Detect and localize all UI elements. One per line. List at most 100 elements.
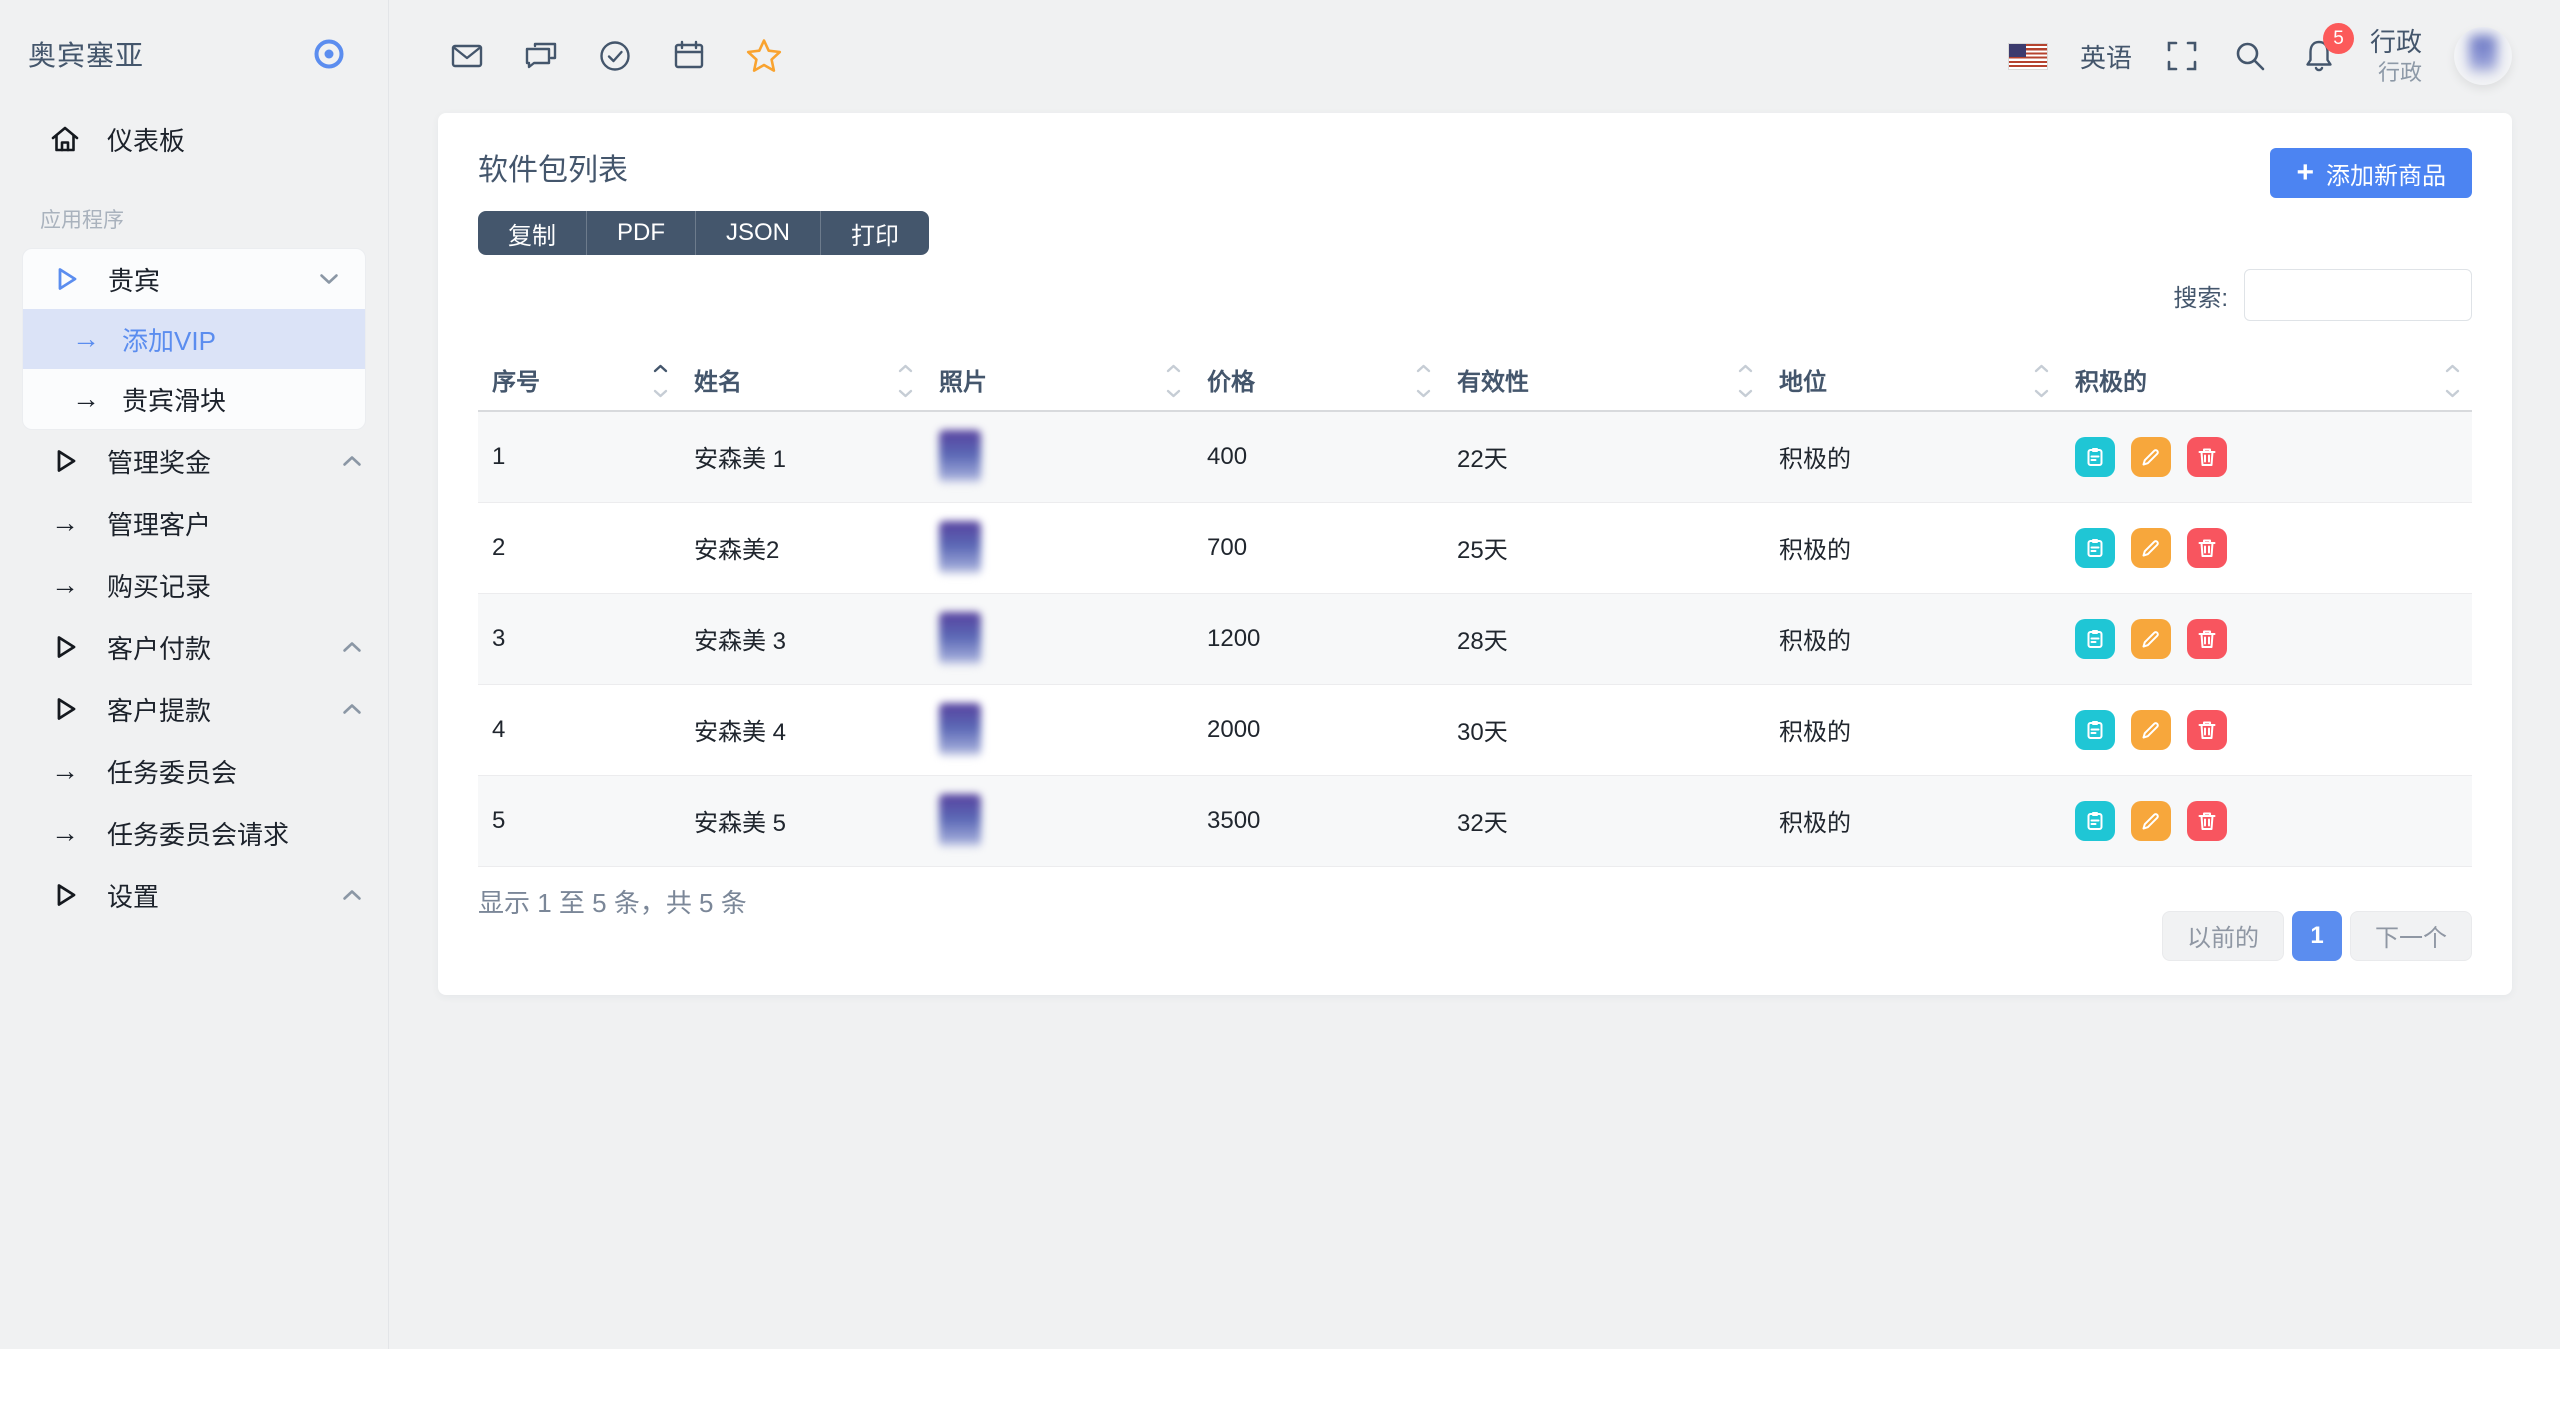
plus-icon: + bbox=[2296, 156, 2314, 189]
details-button[interactable] bbox=[2075, 618, 2115, 659]
avatar[interactable] bbox=[2454, 27, 2512, 85]
sidebar-item-customer-payments[interactable]: 客户付款 bbox=[0, 616, 388, 678]
delete-button[interactable] bbox=[2187, 800, 2227, 841]
sort-desc-icon bbox=[1416, 389, 1431, 398]
add-new-product-button[interactable]: + 添加新商品 bbox=[2270, 148, 2472, 198]
sidebar-item-dashboard[interactable]: 仪表板 bbox=[0, 108, 388, 170]
sidebar-item-label: 仪表板 bbox=[107, 125, 186, 156]
topbar: 英语 5 行政 行政 bbox=[389, 0, 2560, 112]
arrow-right-icon: → bbox=[51, 569, 79, 600]
calendar-icon[interactable] bbox=[670, 37, 708, 75]
column-header-price[interactable]: 价格 bbox=[1193, 349, 1443, 412]
package-photo bbox=[939, 520, 981, 575]
sidebar-item-manage-customers[interactable]: → 管理客户 bbox=[0, 492, 388, 554]
sidebar-item-label: 购买记录 bbox=[107, 571, 212, 602]
details-button[interactable] bbox=[2075, 527, 2115, 568]
delete-button[interactable] bbox=[2187, 618, 2227, 659]
play-icon bbox=[47, 880, 83, 910]
cell-status: 积极的 bbox=[1765, 775, 2061, 867]
delete-button[interactable] bbox=[2187, 436, 2227, 477]
table-row: 5 安森美 5 3500 32天 积极的 bbox=[478, 775, 2472, 867]
sidebar-item-purchase-records[interactable]: → 购买记录 bbox=[0, 554, 388, 616]
play-icon bbox=[48, 264, 84, 294]
column-header-status[interactable]: 地位 bbox=[1765, 349, 2061, 412]
next-page-button[interactable]: 下一个 bbox=[2350, 910, 2472, 961]
sort-icons bbox=[653, 364, 668, 398]
column-label: 地位 bbox=[1779, 369, 1827, 396]
language-selector[interactable]: 英语 bbox=[2079, 42, 2132, 73]
arrow-right-icon: → bbox=[72, 383, 100, 414]
cell-name: 安森美 4 bbox=[680, 684, 925, 776]
fullscreen-icon[interactable] bbox=[2164, 38, 2200, 74]
column-label: 有效性 bbox=[1457, 369, 1529, 396]
sort-icons bbox=[898, 364, 913, 398]
user-menu[interactable]: 行政 行政 bbox=[2370, 26, 2422, 86]
delete-button[interactable] bbox=[2187, 527, 2227, 568]
column-label: 姓名 bbox=[694, 369, 742, 396]
sidebar-item-add-vip[interactable]: → 添加VIP bbox=[23, 309, 365, 369]
edit-button[interactable] bbox=[2131, 436, 2171, 477]
app-title: 奥宾塞亚 bbox=[28, 40, 145, 71]
chevron-down-icon bbox=[319, 273, 339, 285]
column-header-photo[interactable]: 照片 bbox=[925, 349, 1193, 412]
cell-actions bbox=[2061, 502, 2472, 594]
sidebar-item-vip-slider[interactable]: → 贵宾滑块 bbox=[23, 369, 365, 429]
search-label: 搜索: bbox=[2173, 284, 2228, 312]
sidebar-toggle-icon[interactable] bbox=[312, 37, 346, 71]
add-new-product-label: 添加新商品 bbox=[2326, 162, 2446, 190]
cell-photo bbox=[925, 411, 1193, 503]
mail-icon[interactable] bbox=[448, 37, 486, 75]
print-button[interactable]: 打印 bbox=[821, 211, 929, 255]
column-header-active[interactable]: 积极的 bbox=[2061, 349, 2472, 412]
details-button[interactable] bbox=[2075, 800, 2115, 841]
star-icon[interactable] bbox=[744, 36, 784, 76]
pdf-button[interactable]: PDF bbox=[587, 211, 696, 255]
cell-validity: 32天 bbox=[1443, 775, 1765, 867]
delete-button[interactable] bbox=[2187, 709, 2227, 750]
column-header-name[interactable]: 姓名 bbox=[680, 349, 925, 412]
us-flag-icon[interactable] bbox=[2007, 42, 2048, 70]
sidebar-item-manage-bonus[interactable]: 管理奖金 bbox=[0, 430, 388, 492]
edit-button[interactable] bbox=[2131, 527, 2171, 568]
sort-asc-icon bbox=[2445, 364, 2460, 373]
sidebar-item-task-committee-requests[interactable]: → 任务委员会请求 bbox=[0, 802, 388, 864]
edit-button[interactable] bbox=[2131, 800, 2171, 841]
cell-status: 积极的 bbox=[1765, 593, 2061, 685]
package-photo bbox=[939, 429, 981, 484]
sidebar-item-label: 管理客户 bbox=[107, 509, 212, 540]
cell-status: 积极的 bbox=[1765, 411, 2061, 503]
copy-button[interactable]: 复制 bbox=[478, 211, 587, 255]
arrow-right-icon: → bbox=[51, 817, 79, 848]
cell-name: 安森美 1 bbox=[680, 411, 925, 503]
search-icon[interactable] bbox=[2232, 38, 2268, 74]
edit-button[interactable] bbox=[2131, 618, 2171, 659]
sidebar-item-label: 管理奖金 bbox=[107, 447, 212, 478]
check-circle-icon[interactable] bbox=[596, 37, 634, 75]
topbar-quick-actions bbox=[448, 36, 784, 76]
sort-icons bbox=[1738, 364, 1753, 398]
details-button[interactable] bbox=[2075, 436, 2115, 477]
user-role: 行政 bbox=[2377, 59, 2422, 85]
search-input[interactable] bbox=[2244, 269, 2472, 321]
sidebar-item-settings[interactable]: 设置 bbox=[0, 864, 388, 926]
package-photo bbox=[939, 611, 981, 666]
chevron-up-icon bbox=[342, 455, 362, 467]
sidebar-item-task-committee[interactable]: → 任务委员会 bbox=[0, 740, 388, 802]
json-button[interactable]: JSON bbox=[696, 211, 822, 255]
current-page-button[interactable]: 1 bbox=[2292, 910, 2342, 961]
chat-icon[interactable] bbox=[522, 37, 560, 75]
notifications-bell-icon[interactable]: 5 bbox=[2300, 23, 2354, 75]
previous-page-button[interactable]: 以前的 bbox=[2162, 910, 2284, 961]
sort-desc-icon bbox=[1166, 389, 1181, 398]
sort-desc-icon bbox=[2034, 389, 2049, 398]
edit-button[interactable] bbox=[2131, 709, 2171, 750]
sort-icons bbox=[2445, 364, 2460, 398]
details-button[interactable] bbox=[2075, 709, 2115, 750]
column-header-serial[interactable]: 序号 bbox=[478, 349, 680, 412]
column-label: 积极的 bbox=[2075, 369, 2147, 396]
sidebar-item-vip[interactable]: 贵宾 bbox=[23, 249, 365, 309]
column-header-validity[interactable]: 有效性 bbox=[1443, 349, 1765, 412]
sidebar-item-customer-withdrawals[interactable]: 客户提款 bbox=[0, 678, 388, 740]
sort-icons bbox=[1416, 364, 1431, 398]
sort-desc-icon bbox=[2445, 389, 2460, 398]
